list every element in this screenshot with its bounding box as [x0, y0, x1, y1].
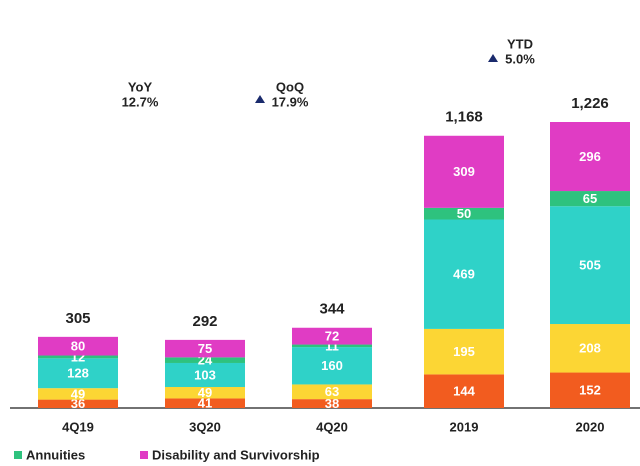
segment-label: 296: [579, 149, 601, 164]
legend-swatch: [140, 451, 148, 459]
total-label: 1,168: [445, 108, 483, 125]
bar-segment: [550, 324, 630, 373]
segment-label: 505: [579, 258, 601, 273]
x-tick-label: 4Q19: [62, 419, 94, 434]
bar-segment: [550, 191, 630, 207]
segment-label: 469: [453, 267, 475, 282]
annotation-label: YoY: [128, 79, 153, 94]
annotation-label: QoQ: [276, 79, 304, 94]
segment-label: 309: [453, 164, 475, 179]
segment-label: 103: [194, 367, 216, 382]
segment-label: 80: [71, 339, 85, 354]
bar-segment: [165, 387, 245, 399]
annotation-label: YTD: [507, 36, 533, 51]
legend-label: Disability and Survivorship: [152, 447, 320, 462]
bar-segment: [424, 207, 504, 220]
segment-label: 36: [71, 396, 85, 411]
bar-segment: [424, 374, 504, 408]
segment-label: 50: [457, 206, 471, 221]
total-label: 344: [319, 301, 345, 318]
bar-segment: [292, 327, 372, 345]
total-label: 1,226: [571, 95, 609, 112]
segment-label: 75: [198, 341, 212, 356]
segment-label: 38: [325, 396, 339, 411]
bar-segment: [550, 372, 630, 408]
up-arrow: [488, 54, 498, 62]
segment-label: 72: [325, 329, 339, 344]
segment-label: 195: [453, 344, 475, 359]
x-tick-label: 2019: [450, 419, 479, 434]
bar-segment: [165, 398, 245, 408]
bar-segment: [424, 328, 504, 375]
legend-swatch: [14, 451, 22, 459]
x-tick-label: 2020: [576, 419, 605, 434]
segment-label: 41: [198, 396, 212, 411]
x-tick-label: 3Q20: [189, 419, 221, 434]
annotation-value: 12.7%: [122, 94, 159, 109]
bar-segment: [292, 347, 372, 385]
annotation-value: 17.9%: [272, 94, 309, 109]
segment-label: 152: [579, 383, 601, 398]
bar-segment: [550, 206, 630, 325]
segment-label: 144: [453, 384, 475, 399]
bar-segment: [292, 384, 372, 400]
bar-segment: [165, 339, 245, 358]
bar-segment: [292, 399, 372, 408]
annotation-value: 5.0%: [505, 51, 535, 66]
bar-segment: [38, 355, 118, 359]
bar-segment: [38, 358, 118, 389]
bar-segment: [424, 135, 504, 208]
bar-segment: [38, 336, 118, 356]
bar-segment: [292, 344, 372, 348]
bar-segment: [424, 219, 504, 329]
legend-label: Annuities: [26, 447, 85, 462]
bar-segment: [165, 362, 245, 388]
bar-segment: [38, 388, 118, 400]
total-label: 292: [192, 313, 217, 330]
segment-label: 49: [71, 386, 85, 401]
total-label: 305: [65, 310, 90, 327]
segment-label: 49: [198, 385, 212, 400]
segment-label: 128: [67, 366, 89, 381]
segment-label: 160: [321, 358, 343, 373]
bar-segment: [550, 122, 630, 192]
bar-segment: [38, 399, 118, 408]
segment-label: 63: [325, 384, 339, 399]
up-arrow: [255, 95, 265, 103]
segment-label: 208: [579, 341, 601, 356]
bar-segment: [165, 357, 245, 363]
segment-label: 65: [583, 191, 597, 206]
x-tick-label: 4Q20: [316, 419, 348, 434]
